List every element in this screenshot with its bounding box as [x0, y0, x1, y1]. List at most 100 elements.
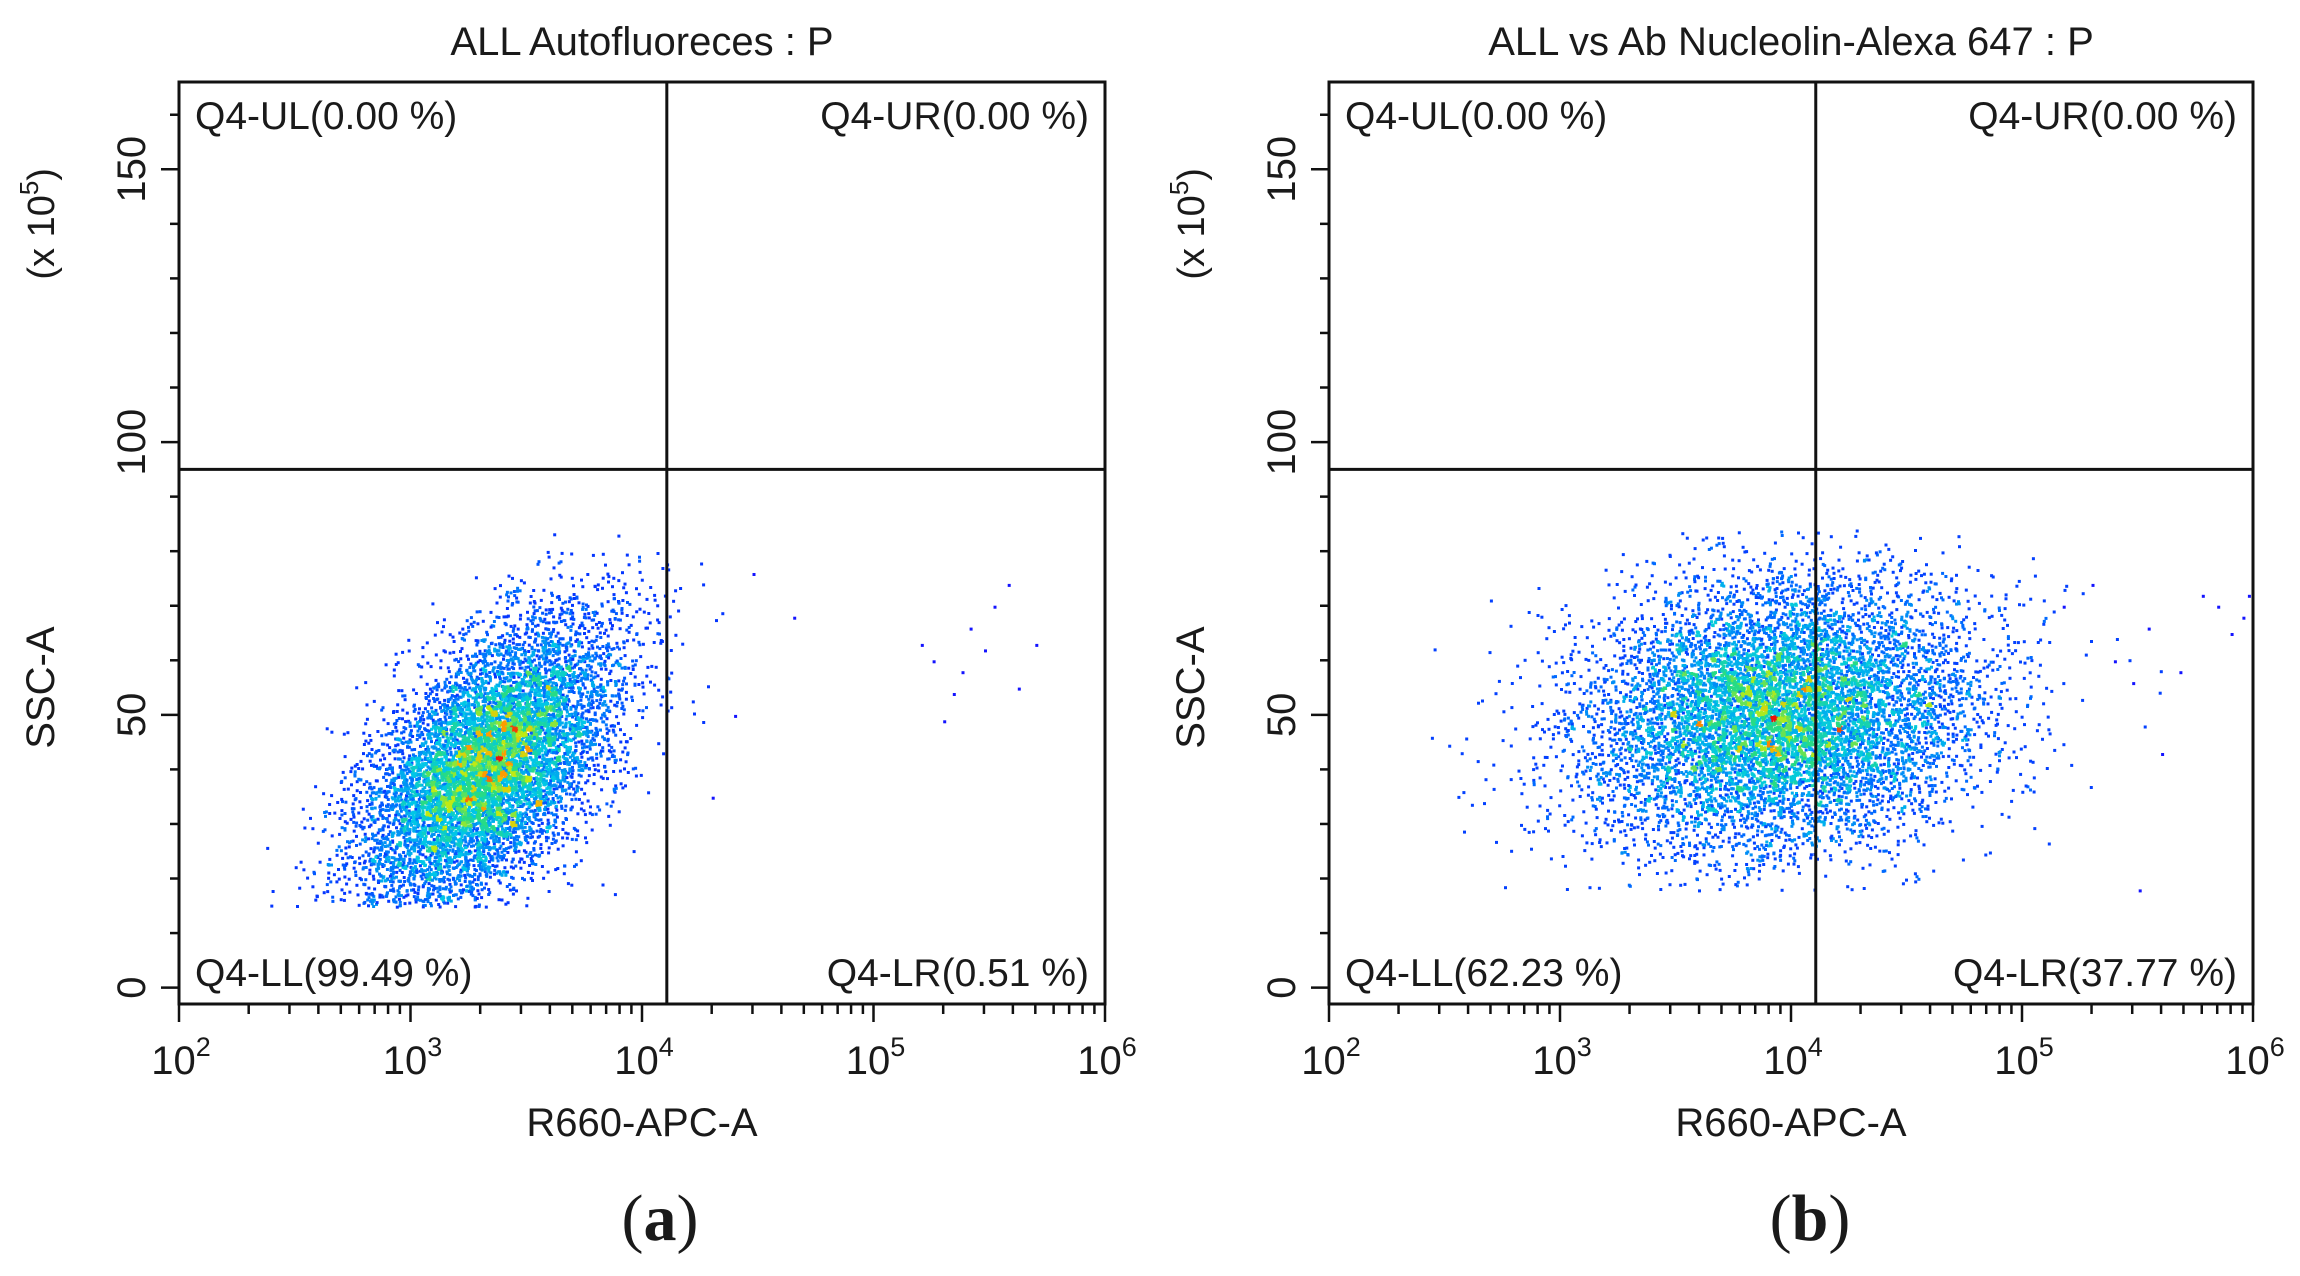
event-dot	[467, 682, 471, 686]
event-dot	[499, 738, 502, 742]
event-dot	[412, 688, 416, 692]
event-dot	[519, 659, 522, 663]
event-dot	[557, 561, 561, 565]
event-dot	[456, 697, 460, 701]
event-dot	[416, 859, 420, 863]
event-dot	[503, 775, 507, 778]
event-dot	[344, 863, 348, 867]
event-dot	[580, 739, 584, 743]
event-dot	[479, 708, 483, 712]
event-dot	[434, 803, 437, 807]
event-dot	[535, 674, 538, 678]
event-dot	[442, 827, 446, 831]
event-dot	[462, 864, 466, 867]
event-dot	[407, 809, 411, 813]
event-dot	[552, 701, 556, 705]
event-dot	[549, 772, 553, 776]
event-dot	[565, 714, 569, 718]
event-dot	[359, 778, 363, 782]
event-dot	[375, 749, 379, 753]
event-dot	[518, 687, 522, 690]
event-dot	[502, 821, 506, 825]
event-dot	[583, 792, 587, 796]
event-dot	[330, 834, 334, 838]
event-dot	[550, 784, 554, 788]
event-dot	[391, 887, 395, 891]
event-dot	[318, 860, 322, 864]
event-dot	[512, 705, 516, 709]
event-dot	[568, 727, 572, 730]
event-dot	[657, 742, 661, 746]
event-dot	[410, 838, 414, 842]
event-dot	[517, 818, 521, 822]
event-dot	[623, 666, 627, 670]
event-dot	[435, 818, 439, 822]
event-dot	[426, 849, 429, 853]
event-dot	[507, 778, 511, 782]
event-dot	[453, 658, 457, 662]
event-dot	[593, 713, 597, 717]
event-dot	[419, 744, 422, 748]
event-dot	[532, 675, 535, 678]
event-dot	[494, 720, 497, 724]
event-dot	[504, 649, 508, 653]
event-dot	[579, 859, 583, 863]
event-dot	[408, 754, 412, 758]
event-dot	[598, 693, 602, 697]
event-dot	[453, 826, 457, 830]
event-dot	[493, 587, 497, 591]
event-dot	[554, 777, 558, 780]
event-dot	[440, 758, 444, 762]
event-dot	[423, 786, 427, 790]
event-dot	[531, 717, 535, 720]
event-dot	[418, 864, 422, 868]
event-dot	[405, 762, 409, 766]
event-dot	[461, 853, 465, 857]
event-dot	[454, 809, 458, 813]
event-dot	[517, 755, 521, 759]
event-dot	[368, 892, 372, 896]
event-dot	[468, 874, 472, 878]
event-dot	[392, 821, 396, 825]
event-dot	[558, 722, 562, 726]
event-dot	[595, 699, 599, 703]
event-dot	[544, 612, 548, 616]
event-dot	[335, 880, 339, 884]
event-dot	[453, 787, 457, 791]
event-dot	[590, 644, 594, 648]
event-dot	[612, 770, 616, 773]
event-dot	[509, 845, 513, 849]
event-dot	[547, 555, 551, 559]
event-dot	[328, 803, 332, 806]
event-dot	[409, 733, 413, 737]
event-dot	[391, 766, 394, 770]
event-dot	[362, 866, 366, 870]
event-dot	[499, 635, 503, 639]
event-dot	[466, 722, 470, 726]
event-dot	[509, 865, 513, 869]
event-dot	[516, 657, 520, 661]
event-dot	[403, 880, 407, 883]
event-dot	[412, 772, 416, 776]
event-dot	[548, 611, 551, 615]
event-dot	[468, 781, 472, 785]
event-dot	[526, 870, 530, 874]
event-dot	[493, 865, 497, 869]
event-dot	[474, 800, 478, 804]
event-dot	[473, 895, 477, 899]
event-dot	[436, 849, 440, 853]
event-dot	[508, 883, 512, 886]
event-dot	[352, 813, 356, 817]
event-dot	[434, 746, 438, 750]
event-dot	[478, 833, 482, 837]
event-dot	[464, 715, 468, 719]
event-dot	[385, 850, 388, 854]
event-dot	[407, 758, 411, 761]
event-dot	[514, 798, 518, 802]
event-dot	[354, 874, 358, 877]
event-dot	[465, 884, 469, 888]
event-dot	[446, 872, 449, 876]
event-dot	[419, 752, 423, 756]
event-dot	[371, 815, 375, 818]
event-dot	[566, 607, 570, 611]
